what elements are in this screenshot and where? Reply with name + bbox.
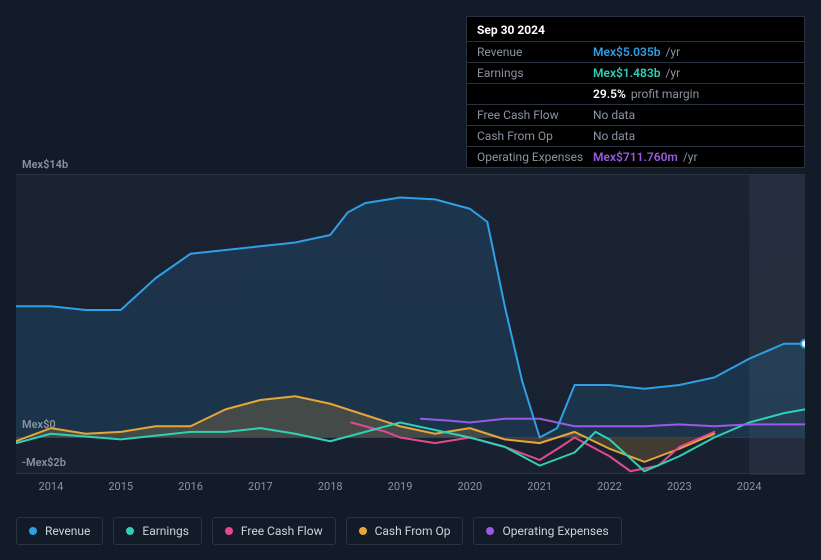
- x-tick-label: 2023: [667, 480, 692, 493]
- legend-dot-icon: [29, 527, 37, 535]
- x-tick-label: 2017: [248, 480, 273, 493]
- tooltip-row: EarningsMex$1.483b /yr: [467, 63, 804, 84]
- tooltip-date: Sep 30 2024: [467, 17, 804, 42]
- tooltip-row-label: Earnings: [477, 66, 593, 80]
- y-tick-label: Mex$14b: [22, 158, 68, 171]
- tooltip-row-value: No data: [593, 108, 794, 122]
- tooltip-row: Cash From OpNo data: [467, 126, 804, 147]
- legend-item-label: Revenue: [45, 524, 90, 538]
- x-tick-label: 2019: [388, 480, 413, 493]
- x-tick-label: 2022: [597, 480, 622, 493]
- legend-dot-icon: [486, 527, 494, 535]
- x-axis-labels: 2014 2015 2016 2017 2018 2019 2020 2021 2022 2023…: [16, 480, 805, 500]
- legend-item-opex[interactable]: Operating Expenses: [473, 517, 621, 545]
- y-tick-label: -Mex$2b: [22, 456, 66, 469]
- legend-item-label: Cash From Op: [375, 524, 451, 538]
- tooltip-rows: RevenueMex$5.035b /yrEarningsMex$1.483b …: [467, 42, 804, 167]
- legend-dot-icon: [359, 527, 367, 535]
- legend-item-fcf[interactable]: Free Cash Flow: [212, 517, 336, 545]
- x-tick-label: 2024: [737, 480, 762, 493]
- x-tick-label: 2014: [39, 480, 64, 493]
- legend-item-label: Operating Expenses: [502, 524, 608, 538]
- x-tick-label: 2018: [318, 480, 343, 493]
- tooltip-row-label: Free Cash Flow: [477, 108, 593, 122]
- tooltip-row-label: Cash From Op: [477, 129, 593, 143]
- legend: Revenue Earnings Free Cash Flow Cash From O…: [16, 517, 622, 545]
- y-tick-label: Mex$0: [22, 418, 56, 431]
- legend-dot-icon: [225, 527, 233, 535]
- x-tick-label: 2015: [108, 480, 133, 493]
- tooltip-row: Free Cash FlowNo data: [467, 105, 804, 126]
- chart-plot[interactable]: [16, 174, 805, 474]
- legend-item-cfo[interactable]: Cash From Op: [346, 517, 464, 545]
- tooltip-row-value: Mex$5.035b /yr: [593, 45, 794, 59]
- tooltip-row-label: [477, 87, 593, 101]
- tooltip-row-value: No data: [593, 129, 794, 143]
- tooltip-row-label: Revenue: [477, 45, 593, 59]
- chart-svg: [16, 175, 805, 475]
- tooltip-panel: Sep 30 2024 RevenueMex$5.035b /yrEarning…: [466, 16, 805, 168]
- legend-dot-icon: [126, 527, 134, 535]
- legend-item-earnings[interactable]: Earnings: [113, 517, 202, 545]
- chart-area: Mex$14b Mex$0 -Mex$2b 201420152016201720…: [16, 160, 805, 480]
- x-tick-label: 2020: [457, 480, 482, 493]
- tooltip-row: RevenueMex$5.035b /yr: [467, 42, 804, 63]
- x-tick-label: 2021: [527, 480, 552, 493]
- tooltip-row: 29.5% profit margin: [467, 84, 804, 105]
- x-tick-label: 2016: [178, 480, 203, 493]
- legend-item-label: Earnings: [142, 524, 189, 538]
- tooltip-row-value: 29.5% profit margin: [593, 87, 794, 101]
- legend-item-label: Free Cash Flow: [241, 524, 323, 538]
- legend-item-revenue[interactable]: Revenue: [16, 517, 103, 545]
- tooltip-row-value: Mex$1.483b /yr: [593, 66, 794, 80]
